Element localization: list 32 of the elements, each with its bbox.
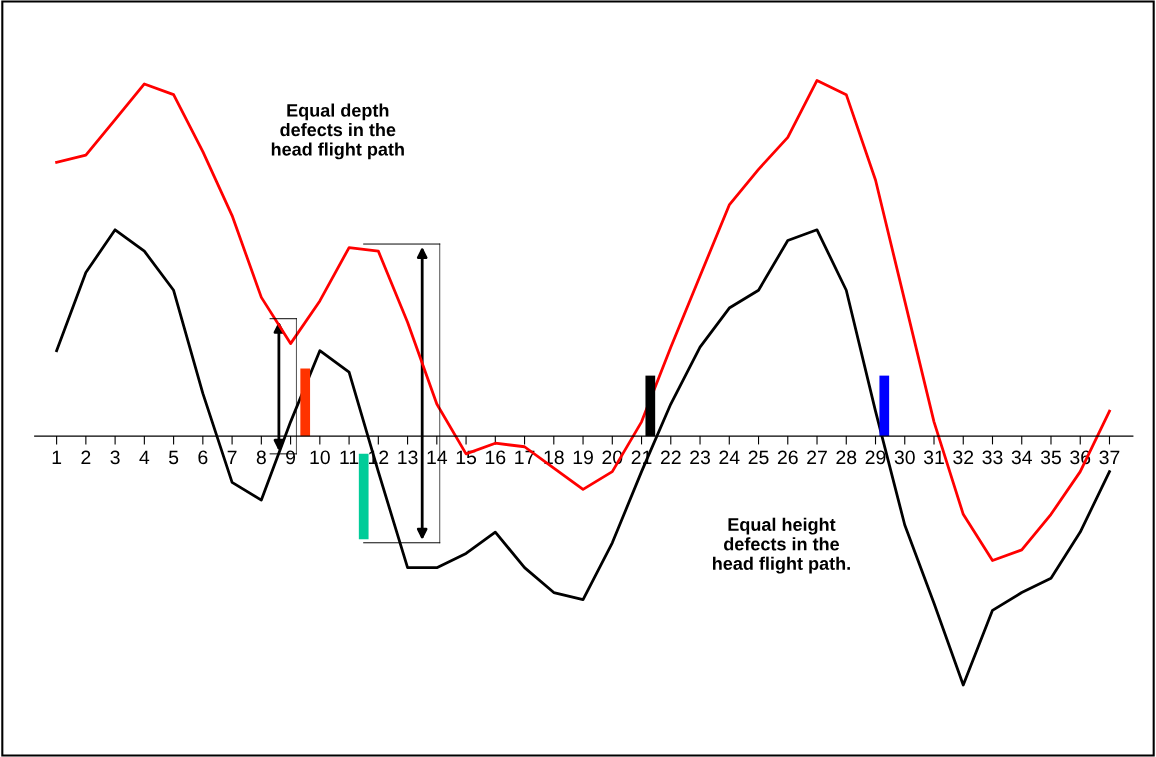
x-tick-label: 19 — [573, 450, 593, 465]
x-tick-label: 26 — [777, 450, 798, 465]
x-tick-label: 32 — [953, 450, 974, 465]
x-tick-label: 31 — [923, 450, 944, 465]
annotation: Equal height defects in the head flight path. — [713, 517, 850, 574]
x-tick-label: 2 — [81, 450, 91, 465]
x-tick-label: 27 — [807, 450, 827, 465]
x-tick-label: 33 — [982, 450, 1003, 465]
x-tick-label: 30 — [894, 450, 915, 465]
x-tick-label: 7 — [227, 450, 237, 465]
x-tick-label: 25 — [748, 450, 769, 465]
x-tick-label: 22 — [660, 450, 681, 465]
x-tick-label: 14 — [427, 450, 448, 465]
x-tick-label: 10 — [310, 450, 330, 465]
x-tick-label: 29 — [865, 450, 886, 465]
annotation: Equal depth defects in the head flight path — [271, 103, 404, 160]
x-tick-label: 35 — [1040, 450, 1061, 465]
x-tick-label: 37 — [1099, 450, 1120, 465]
x-tick-label: 1 — [52, 450, 62, 465]
x-tick-label: 5 — [168, 450, 179, 465]
x-tick-label: 3 — [110, 450, 120, 465]
x-tick-label: 4 — [139, 450, 150, 465]
x-tick-label: 23 — [690, 450, 710, 465]
x-tick-label: 11 — [340, 450, 359, 465]
x-tick-label: 8 — [256, 450, 266, 465]
x-tick-label: 24 — [719, 450, 740, 465]
x-tick-label: 16 — [485, 450, 506, 465]
x-tick-label: 13 — [398, 450, 418, 465]
x-tick-label: 28 — [836, 450, 857, 465]
x-tick-label: 34 — [1011, 450, 1032, 465]
x-tick-label: 9 — [286, 450, 296, 465]
x-tick-label: 6 — [198, 450, 208, 465]
